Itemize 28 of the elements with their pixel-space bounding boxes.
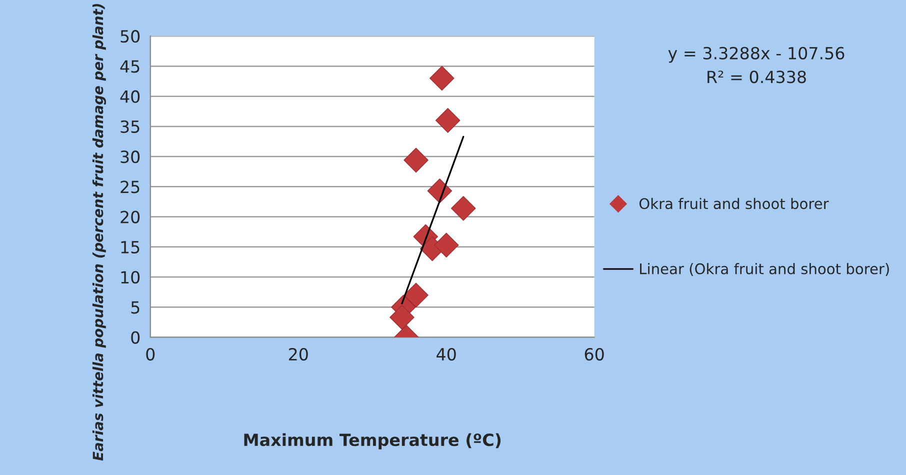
- point: [390, 304, 414, 330]
- point: [404, 148, 428, 173]
- y-tick-label: 35: [120, 120, 140, 134]
- y-tick-label: 5: [131, 301, 140, 314]
- point: [450, 196, 476, 221]
- text: y = 3.3288x - 107.56: [668, 46, 844, 63]
- y-tick-label: 40: [120, 90, 140, 103]
- point: [430, 66, 454, 91]
- y-tick-label: 10: [121, 270, 140, 284]
- y-tick-label: 25: [120, 180, 140, 194]
- y-tick-label: 50: [120, 30, 140, 43]
- point: [434, 232, 459, 258]
- y-axis-title: Earias vittella population (percent fruit damage per plant): [92, 4, 106, 461]
- legend-label: Linear (Okra fruit and shoot borer): [640, 263, 889, 276]
- x-tick-label: 40: [436, 348, 456, 361]
- x-axis-title: Maximum Temperature (ºC): [244, 433, 501, 450]
- y-tick-label: 0: [131, 331, 140, 344]
- y-tick-label: 15: [121, 241, 140, 254]
- x-tick-label: 60: [584, 348, 604, 361]
- y-tick-label: 20: [120, 210, 140, 224]
- legend-label: Okra fruit and shoot borer: [639, 198, 829, 210]
- text: R² = 0.4338: [708, 70, 806, 84]
- x-tick-label: 20: [288, 348, 308, 361]
- x-tick-label: 0: [146, 348, 155, 361]
- point: [435, 108, 460, 133]
- y-tick-label: 30: [120, 150, 140, 164]
- y-tick-label: 45: [120, 60, 140, 73]
- point: [404, 282, 428, 308]
